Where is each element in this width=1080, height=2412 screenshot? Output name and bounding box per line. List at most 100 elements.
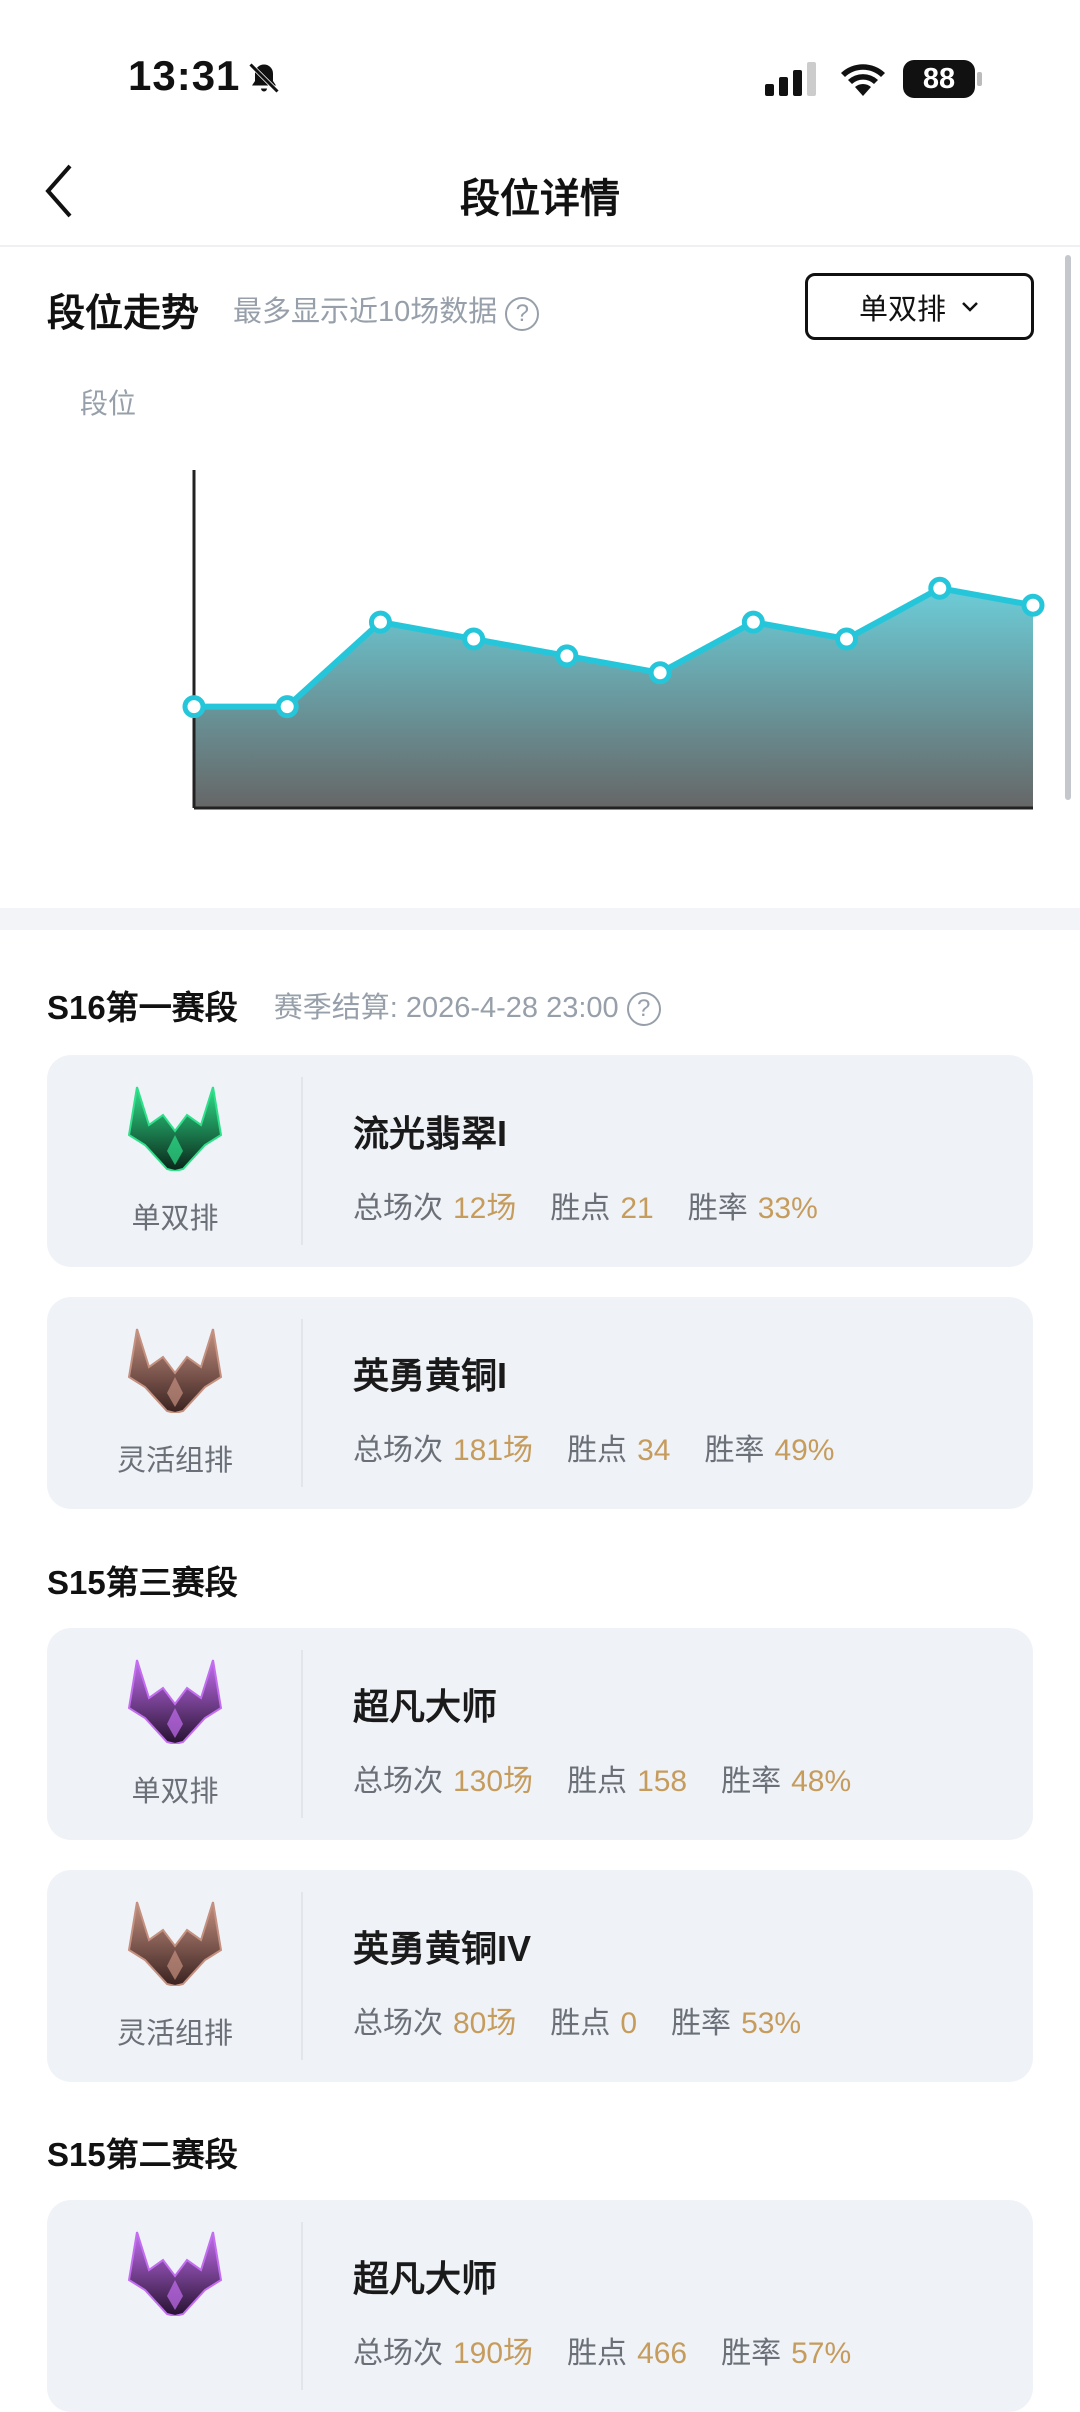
wifi-icon (841, 64, 885, 96)
master-emblem-icon (127, 2231, 223, 2316)
battery-level: 88 (922, 63, 956, 95)
section-separator (0, 908, 1080, 930)
trend-title: 段位走势 (47, 293, 200, 335)
data-point (555, 644, 579, 668)
games-value: 181场 (453, 1434, 534, 1467)
queue-dropdown[interactable]: 单双排 (805, 273, 1034, 340)
question-circle-icon[interactable]: ? (505, 296, 540, 331)
back-button[interactable] (40, 162, 80, 220)
rank-card[interactable]: 单双排 超凡大师 总场次 130场 胜点 158 胜率 48% (47, 1628, 1033, 1840)
winrate-value: 33% (757, 1192, 818, 1225)
card-divider (301, 2222, 303, 2390)
card-divider (301, 1892, 303, 2060)
trend-subtitle: 最多显示近10场数据? (233, 288, 540, 331)
season-title: S15第二赛段 (47, 2136, 238, 2173)
winrate-label: 胜率 (671, 2007, 732, 2040)
winrate-label: 胜率 (687, 1192, 748, 1225)
series-line (194, 585, 1034, 710)
games-value: 80场 (453, 2007, 517, 2040)
rank-card[interactable]: 灵活组排 英勇黄铜IV 总场次 80场 胜点 0 胜率 53% (47, 1870, 1033, 2082)
games-label: 总场次 (353, 2337, 443, 2370)
card-stats: 总场次 181场 胜点 34 胜率 49% (353, 1425, 868, 1469)
dropdown-value: 单双排 (858, 293, 946, 326)
rank-card[interactable]: 超凡大师 总场次 190场 胜点 466 胜率 57% (47, 2200, 1033, 2412)
season-header: S15第二赛段 (47, 2128, 238, 2176)
data-point (928, 576, 952, 600)
data-point (835, 627, 859, 651)
card-divider (301, 1319, 303, 1487)
signal-icon (765, 62, 816, 96)
trend-subtitle-text: 最多显示近10场数据 (233, 296, 498, 329)
card-stats: 总场次 80场 胜点 0 胜率 53% (353, 1998, 835, 2042)
data-point (462, 627, 486, 651)
winrate-value: 49% (774, 1434, 835, 1467)
games-label: 总场次 (353, 1434, 443, 1467)
data-point (648, 661, 672, 685)
tier-name: 超凡大师 (353, 2258, 498, 2299)
card-stats: 总场次 190场 胜点 466 胜率 57% (353, 2328, 885, 2372)
master-emblem-icon (127, 1659, 223, 1744)
lp-label: 胜点 (550, 1192, 611, 1225)
bronze-emblem-icon (127, 1901, 223, 1986)
data-point (368, 610, 392, 634)
winrate-label: 胜率 (721, 2337, 782, 2370)
clock: 13:31 (128, 52, 241, 99)
season-title: S16第一赛段 (47, 989, 238, 1026)
games-value: 190场 (453, 2337, 534, 2370)
bell-slash-icon (248, 62, 280, 94)
games-value: 130场 (453, 1765, 534, 1798)
divider (0, 245, 1080, 247)
battery-icon: 88 (903, 60, 975, 98)
lp-value: 158 (637, 1765, 688, 1798)
season-title: S15第三赛段 (47, 1564, 238, 1601)
season-settle: 赛季结算: 2026-4-28 23:00? (273, 984, 661, 1027)
winrate-value: 57% (791, 2337, 852, 2370)
games-label: 总场次 (353, 1192, 443, 1225)
queue-label: 单双排 (131, 1776, 219, 1808)
lp-label: 胜点 (567, 1434, 628, 1467)
card-stats: 总场次 130场 胜点 158 胜率 48% (353, 1756, 885, 1800)
tier-name: 流光翡翠I (353, 1113, 508, 1154)
card-divider (301, 1650, 303, 1818)
tier-name: 英勇黄铜I (353, 1355, 508, 1396)
winrate-label: 胜率 (704, 1434, 765, 1467)
games-label: 总场次 (353, 2007, 443, 2040)
lp-label: 胜点 (567, 1765, 628, 1798)
bronze-emblem-icon (127, 1328, 223, 1413)
card-stats: 总场次 12场 胜点 21 胜率 33% (353, 1183, 852, 1227)
chart-ylabel: 段位 (80, 388, 137, 419)
tier-name: 英勇黄铜IV (353, 1928, 532, 1969)
games-label: 总场次 (353, 1765, 443, 1798)
data-point (275, 695, 299, 719)
settle-text: 赛季结算: 2026-4-28 23:00 (273, 991, 619, 1024)
winrate-label: 胜率 (721, 1765, 782, 1798)
lp-label: 胜点 (567, 2337, 628, 2370)
games-value: 12场 (453, 1192, 517, 1225)
scrollbar[interactable] (1065, 255, 1071, 800)
tier-name: 超凡大师 (353, 1686, 498, 1727)
emerald-emblem-icon (127, 1086, 223, 1171)
season-header: S15第三赛段 (47, 1556, 238, 1604)
queue-label: 灵活组排 (116, 1445, 233, 1477)
data-point (182, 695, 206, 719)
winrate-value: 48% (791, 1765, 852, 1798)
queue-label: 灵活组排 (116, 2018, 233, 2050)
season-header: S16第一赛段 赛季结算: 2026-4-28 23:00? (47, 981, 661, 1029)
lp-value: 0 (620, 2007, 638, 2040)
queue-label: 单双排 (131, 1203, 219, 1235)
lp-label: 胜点 (550, 2007, 611, 2040)
status-bar: 13:31 88 (0, 0, 1080, 150)
rank-card[interactable]: 单双排 流光翡翠I 总场次 12场 胜点 21 胜率 33% (47, 1055, 1033, 1267)
chevron-down-icon (962, 301, 978, 312)
lp-value: 21 (620, 1192, 654, 1225)
lp-value: 34 (637, 1434, 671, 1467)
battery-tip (977, 72, 982, 86)
rank-card[interactable]: 灵活组排 英勇黄铜I 总场次 181场 胜点 34 胜率 49% (47, 1297, 1033, 1509)
trend-header: 段位走势 最多显示近10场数据? (47, 282, 540, 337)
lp-value: 466 (637, 2337, 688, 2370)
question-circle-icon[interactable]: ? (626, 992, 661, 1027)
card-divider (301, 1077, 303, 1245)
winrate-value: 53% (741, 2007, 802, 2040)
data-point (1021, 593, 1045, 617)
data-point (741, 610, 765, 634)
